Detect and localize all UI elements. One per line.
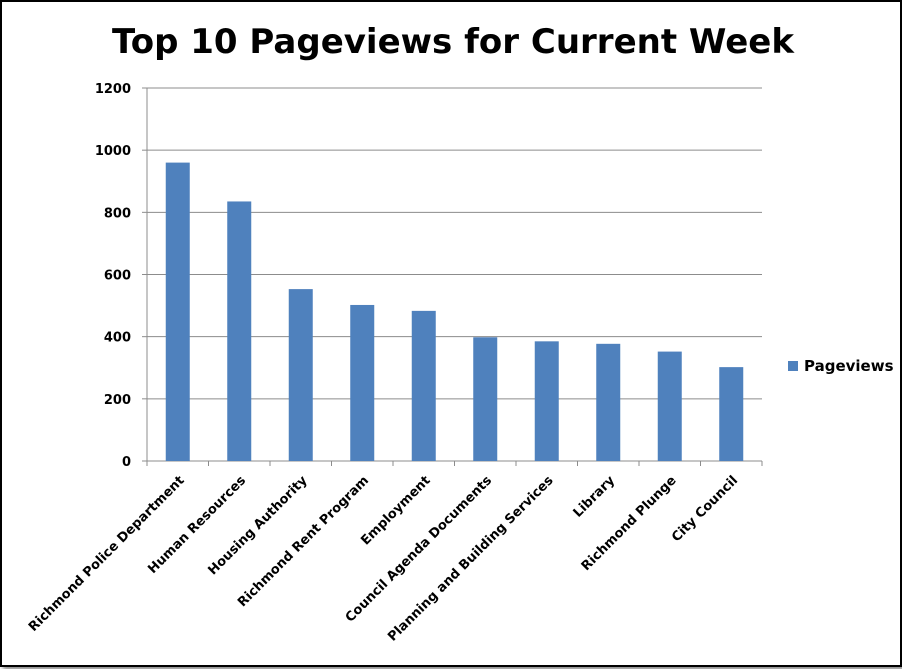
x-category-label: City Council	[669, 473, 741, 545]
y-tick-label: 800	[104, 206, 131, 221]
x-category-label: Library	[571, 473, 619, 521]
legend-label: Pageviews	[804, 357, 894, 375]
y-tick-label: 600	[104, 269, 131, 284]
bar	[657, 351, 682, 461]
bar	[473, 337, 498, 461]
x-category-label: Housing Authority	[205, 473, 310, 578]
bar	[719, 367, 744, 461]
y-tick-label: 400	[104, 331, 131, 346]
bar	[534, 341, 559, 461]
bar	[350, 304, 375, 461]
legend-swatch	[788, 361, 798, 371]
bar	[596, 343, 621, 461]
y-tick-label: 0	[122, 455, 131, 470]
chart-title: Top 10 Pageviews for Current Week	[112, 22, 794, 62]
y-tick-label: 200	[104, 393, 131, 408]
y-tick-label: 1000	[95, 144, 131, 159]
x-category-label: Richmond Rent Program	[235, 473, 372, 610]
y-tick-label: 1200	[95, 82, 131, 97]
bar	[288, 289, 313, 461]
bar	[411, 310, 436, 461]
bar	[227, 201, 252, 461]
bar	[165, 162, 190, 461]
